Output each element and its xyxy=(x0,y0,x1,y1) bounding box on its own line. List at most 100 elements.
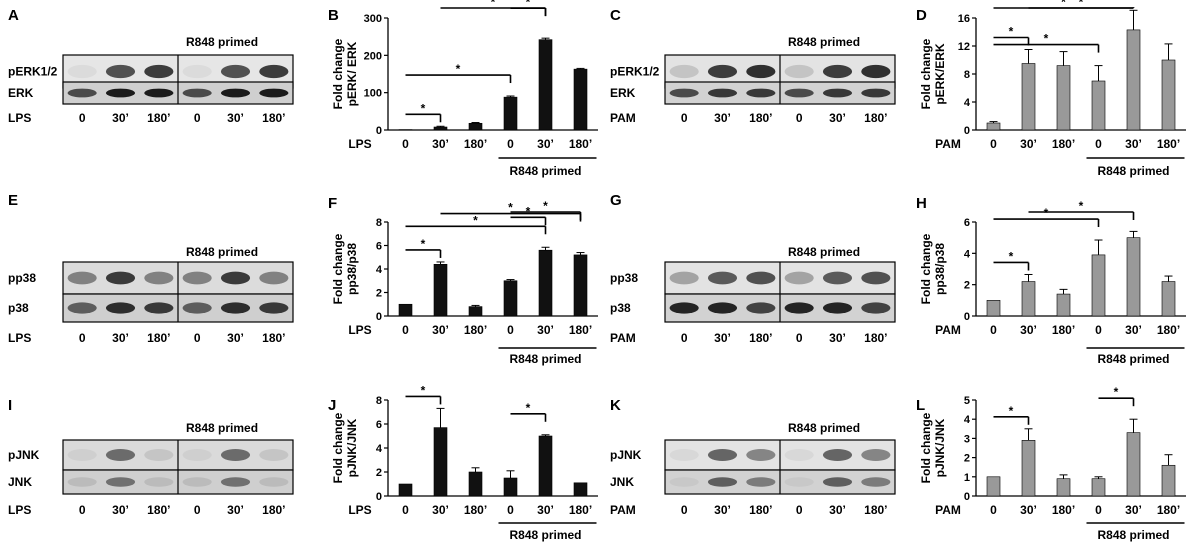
primed-label: R848 primed xyxy=(1097,164,1169,178)
band-label: pJNK xyxy=(610,448,642,462)
bar xyxy=(433,126,448,131)
blot-band xyxy=(144,88,174,98)
primed-label: R848 primed xyxy=(1097,528,1169,542)
panel-letter: A xyxy=(8,7,19,24)
significance-star: * xyxy=(526,0,531,9)
x-tick-label: 180’ xyxy=(569,503,592,517)
blot-band xyxy=(784,302,814,314)
significance-star: * xyxy=(421,237,426,251)
y-axis-label: pJNK/JNK xyxy=(933,418,947,477)
blot-band xyxy=(784,477,814,487)
blot-band xyxy=(220,64,251,79)
x-tick-label: 180’ xyxy=(1157,503,1180,517)
time-label: 30’ xyxy=(714,331,731,345)
band-label: p38 xyxy=(610,301,631,315)
y-tick-label: 6 xyxy=(376,241,382,253)
blot-band xyxy=(861,88,891,98)
blot-band xyxy=(105,271,136,285)
blot-band xyxy=(746,449,776,461)
blot-band xyxy=(220,449,251,461)
time-label: 0 xyxy=(681,111,688,125)
treatment-label: PAM xyxy=(935,137,961,151)
primed-label: R848 primed xyxy=(788,245,860,259)
primed-label: R848 primed xyxy=(788,35,860,49)
x-tick-label: 30’ xyxy=(432,323,449,337)
bar xyxy=(1161,464,1176,497)
primed-label: R848 primed xyxy=(186,421,258,435)
panel-letter: F xyxy=(328,195,337,212)
y-tick-label: 12 xyxy=(958,41,970,53)
blot-band xyxy=(861,302,891,314)
y-tick-label: 6 xyxy=(376,419,382,431)
band-label: JNK xyxy=(610,475,634,489)
x-tick-label: 30’ xyxy=(537,503,554,517)
y-tick-label: 0 xyxy=(964,125,970,137)
bar xyxy=(1021,63,1036,131)
y-tick-label: 2 xyxy=(376,467,382,479)
blot-band xyxy=(67,477,97,487)
significance-star: * xyxy=(421,383,426,397)
bar xyxy=(1056,293,1071,317)
panel-letter: I xyxy=(8,397,12,414)
blot-band xyxy=(144,302,174,314)
significance-star: * xyxy=(1044,206,1049,220)
significance-star: * xyxy=(1114,385,1119,399)
blot-band xyxy=(707,64,738,79)
blot-band xyxy=(861,271,891,285)
blot-band xyxy=(784,449,814,461)
primed-label: R848 primed xyxy=(509,352,581,366)
time-label: 0 xyxy=(681,503,688,517)
blot-band xyxy=(67,88,97,98)
x-tick-label: 30’ xyxy=(1020,323,1037,337)
treatment-label: LPS xyxy=(348,323,371,337)
x-tick-label: 30’ xyxy=(432,503,449,517)
time-label: 0 xyxy=(194,331,201,345)
significance-star: * xyxy=(473,213,478,227)
blot-band xyxy=(67,302,97,314)
y-tick-label: 3 xyxy=(964,433,970,445)
panel-letter: L xyxy=(916,397,925,414)
y-tick-label: 6 xyxy=(964,217,970,229)
blot-band xyxy=(822,64,853,79)
blot-band xyxy=(822,88,853,98)
panel-letter: D xyxy=(916,7,927,24)
blot-band xyxy=(861,449,891,461)
blot-band xyxy=(220,88,251,98)
significance-star: * xyxy=(1009,404,1014,418)
x-tick-label: 180’ xyxy=(464,503,487,517)
y-tick-label: 4 xyxy=(964,97,971,109)
y-axis-label: Fold change xyxy=(331,233,345,304)
significance-star: * xyxy=(1009,249,1014,263)
x-tick-label: 180’ xyxy=(1157,323,1180,337)
significance-star: * xyxy=(526,401,531,415)
time-label: 180’ xyxy=(864,503,887,517)
bar xyxy=(468,122,483,131)
y-axis-label: Fold change xyxy=(919,412,933,483)
bar xyxy=(503,477,518,497)
band-label: pERK1/2 xyxy=(610,65,660,79)
time-label: 0 xyxy=(796,503,803,517)
treatment-label: LPS xyxy=(8,111,31,125)
time-label: 30’ xyxy=(829,111,846,125)
y-tick-label: 0 xyxy=(376,125,382,137)
blot-band xyxy=(67,271,97,285)
y-tick-label: 5 xyxy=(964,395,970,407)
y-tick-label: 1 xyxy=(964,472,970,484)
significance-star: * xyxy=(456,62,461,76)
time-label: 180’ xyxy=(262,503,285,517)
bar xyxy=(433,427,448,497)
band-label: p38 xyxy=(8,301,29,315)
x-tick-label: 30’ xyxy=(537,323,554,337)
y-axis-label: pJNK/JNK xyxy=(345,418,359,477)
blot-band xyxy=(707,271,738,285)
time-label: 30’ xyxy=(714,503,731,517)
blot-band xyxy=(822,271,853,285)
significance-star: * xyxy=(421,101,426,115)
blot-panel-g: G R848 primed pp38 p38 PAM 0 30’ 180’ 0 30’ 180’ xyxy=(610,192,896,345)
blot-band xyxy=(105,449,136,461)
primed-label: R848 primed xyxy=(509,164,581,178)
blot-band xyxy=(669,449,699,461)
blot-band xyxy=(220,271,251,285)
